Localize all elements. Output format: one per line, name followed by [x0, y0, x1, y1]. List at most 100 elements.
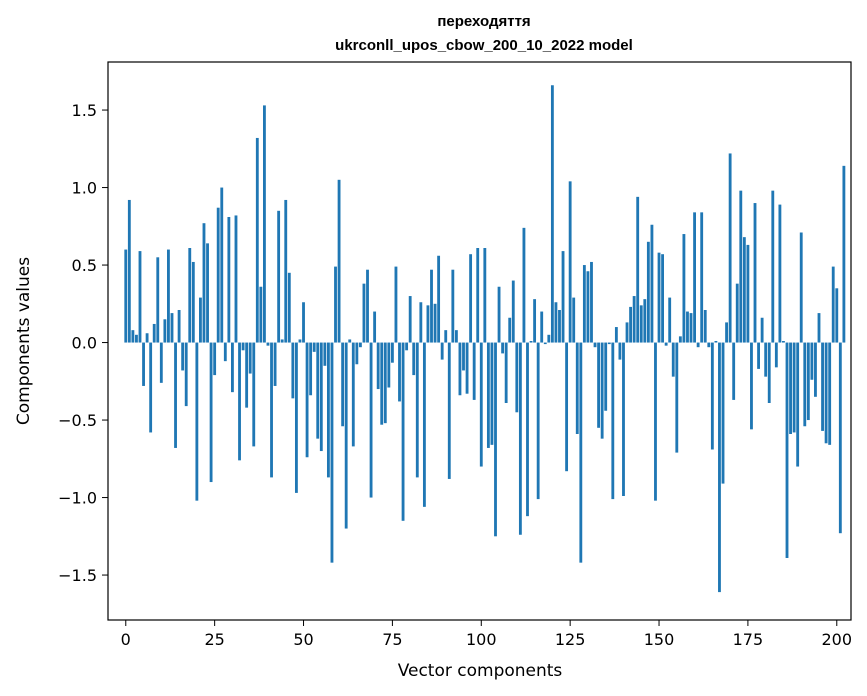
bar-component-89	[440, 342, 444, 360]
bar-component-53	[312, 342, 316, 352]
bar-component-125	[568, 181, 572, 343]
bar-component-190	[799, 232, 803, 343]
bar-component-129	[582, 265, 586, 343]
bar-component-185	[782, 341, 785, 343]
bar-component-44	[280, 339, 284, 343]
bar-component-0	[124, 249, 128, 343]
bar-component-191	[803, 342, 807, 427]
bar-component-22	[202, 223, 206, 343]
bar-component-171	[732, 342, 736, 400]
y-tick-label: 1.0	[72, 179, 97, 198]
bar-component-197	[824, 342, 828, 444]
bar-component-57	[326, 342, 330, 478]
bar-component-81	[412, 342, 416, 376]
bar-component-25	[213, 342, 217, 376]
bar-component-134	[600, 342, 604, 439]
bar-component-196	[821, 342, 824, 431]
bar-component-9	[156, 257, 160, 343]
bar-component-60	[337, 179, 341, 343]
y-tick-label: −1.0	[58, 489, 97, 508]
bar-component-101	[483, 248, 487, 343]
bar-component-13	[170, 313, 174, 343]
bar-component-168	[721, 342, 725, 484]
bar-component-61	[341, 342, 345, 427]
chart-title-line-1: переходяття	[437, 13, 530, 30]
bar-component-35	[248, 342, 252, 374]
bar-component-180	[764, 342, 768, 377]
bar-component-118	[543, 342, 547, 345]
bar-component-114	[529, 341, 533, 343]
bar-component-94	[458, 342, 462, 396]
bar-component-152	[664, 342, 668, 346]
y-tick-label: 0.5	[72, 256, 97, 275]
bar-component-141	[625, 322, 629, 343]
bar-component-71	[376, 342, 380, 390]
bar-component-33	[241, 342, 245, 351]
bar-component-115	[533, 299, 537, 343]
bar-component-28	[223, 342, 227, 362]
bar-component-193	[810, 342, 814, 380]
bar-component-59	[334, 266, 337, 343]
plot-frame	[107, 61, 852, 621]
bar-component-11	[163, 319, 167, 343]
bar-component-111	[518, 342, 522, 535]
bar-component-199	[831, 266, 835, 343]
bar-component-42	[273, 342, 277, 386]
bar-component-16	[181, 342, 185, 371]
bar-component-175	[746, 244, 750, 343]
bar-component-7	[149, 342, 153, 433]
bar-component-202	[842, 165, 846, 343]
bar-component-38	[259, 286, 263, 343]
bar-component-41	[270, 342, 273, 478]
bar-component-12	[167, 249, 170, 343]
bar-component-65	[355, 342, 359, 365]
bar-component-149	[654, 342, 657, 501]
bar-component-188	[792, 342, 796, 433]
bar-component-107	[504, 342, 508, 403]
bar-component-55	[319, 342, 323, 452]
bar-component-142	[629, 306, 633, 343]
chart-title-line-2: ukrconll_upos_cbow_200_10_2022 model	[335, 37, 633, 54]
bar-component-31	[234, 215, 238, 343]
y-tick-label: 0.0	[72, 334, 97, 353]
bar-component-64	[351, 342, 355, 447]
x-tick-label: 175	[733, 630, 764, 649]
bar-component-127	[575, 342, 579, 434]
y-axis-ticks: −1.5 −1.0 −0.5 0.0 0.5 1.0 1.5	[58, 101, 108, 585]
bar-component-161	[696, 342, 700, 348]
x-tick-label: 0	[121, 630, 131, 649]
bar-component-105	[497, 286, 501, 343]
bar-component-143	[632, 296, 636, 343]
bar-component-124	[565, 342, 569, 472]
bar-component-20	[195, 342, 199, 501]
bar-component-3	[135, 334, 138, 343]
bar-component-92	[451, 269, 455, 343]
bar-component-30	[231, 342, 234, 393]
bar-component-8	[152, 323, 156, 343]
bar-component-153	[668, 297, 672, 343]
bar-component-90	[444, 330, 448, 343]
bar-component-6	[145, 333, 149, 343]
bar-component-39	[263, 105, 266, 343]
bar-component-104	[494, 342, 497, 537]
bar-component-19	[191, 261, 195, 343]
bar-component-154	[671, 342, 675, 377]
bar-component-68	[366, 269, 369, 343]
bar-component-79	[405, 342, 409, 351]
bar-component-194	[814, 342, 817, 397]
bar-component-108	[508, 317, 512, 343]
bar-component-139	[618, 342, 622, 360]
bar-component-132	[593, 342, 597, 348]
y-tick-label: −1.5	[58, 566, 97, 585]
bar-component-186	[785, 342, 789, 558]
bar-component-195	[817, 313, 821, 343]
x-tick-label: 125	[555, 630, 586, 649]
bar-component-128	[579, 342, 583, 563]
bar-component-74	[387, 342, 391, 388]
bar-component-162	[700, 212, 704, 343]
bar-component-109	[511, 280, 515, 343]
bar-component-150	[657, 252, 661, 343]
bar-component-75	[390, 342, 394, 363]
bar-component-140	[622, 342, 625, 496]
